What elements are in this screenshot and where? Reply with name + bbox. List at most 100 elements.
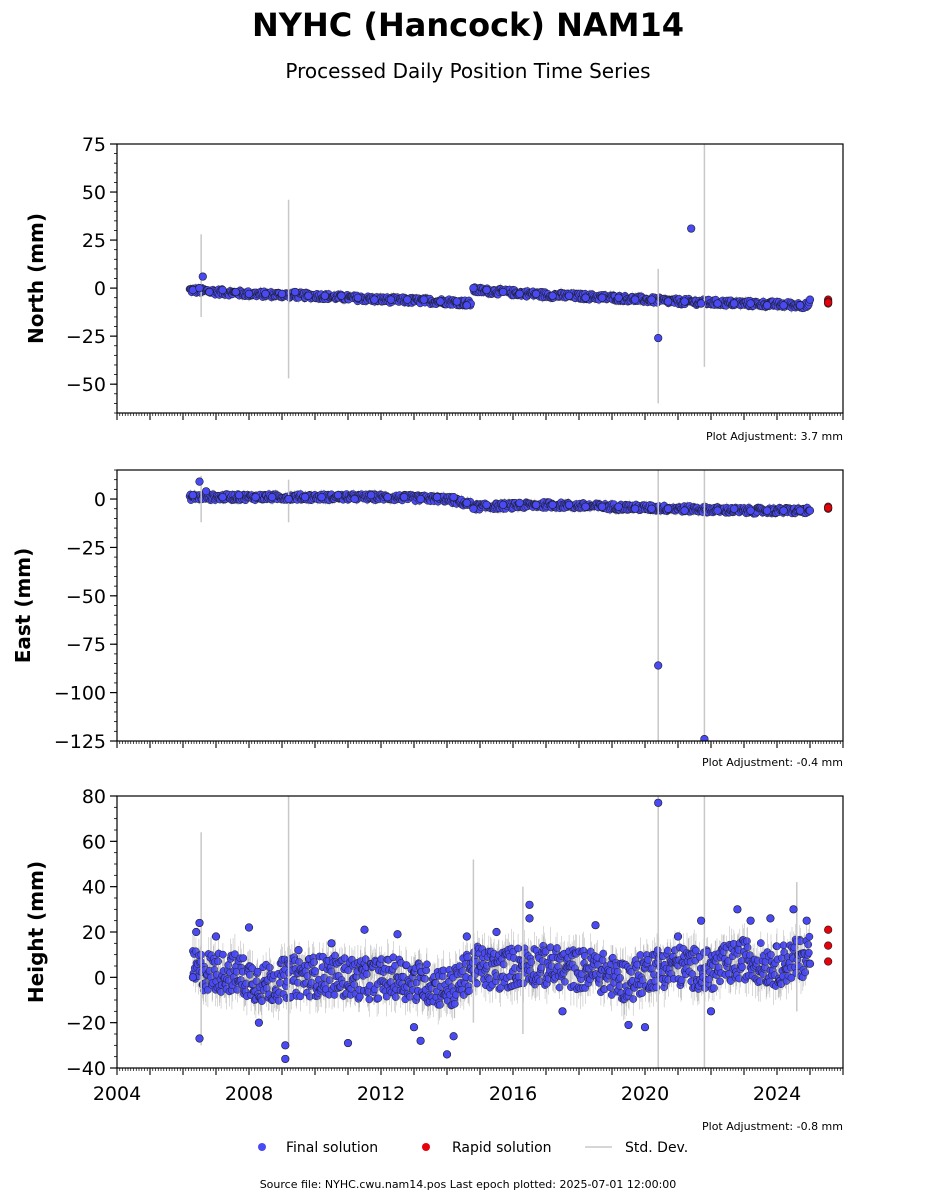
height-final-point (195, 918, 204, 928)
north-final-point (353, 293, 363, 302)
height-final-point (802, 916, 811, 925)
height-final-point (254, 1018, 263, 1027)
north-final-point (548, 291, 557, 300)
height-ylabel: Height (mm) (24, 861, 48, 1003)
height-final-point (624, 1020, 633, 1030)
height-ytick-label: 80 (82, 786, 106, 808)
height-final-point (281, 1054, 290, 1064)
east-ytick-label: −75 (66, 634, 106, 656)
height-ytick-label: −40 (66, 1058, 106, 1080)
north-final-point (654, 333, 663, 343)
xtick-label: 2008 (225, 1083, 273, 1105)
east-final-point (663, 504, 673, 513)
north-final-point (762, 301, 772, 310)
height-final-point (640, 1023, 650, 1032)
height-plot-adjustment: Plot Adjustment: -0.8 mm (702, 1120, 843, 1133)
north-final-point (198, 272, 207, 281)
east-final-point (433, 493, 442, 502)
east-final-point (548, 500, 557, 509)
north-ytick-label: −50 (66, 374, 106, 396)
north-final-point (581, 293, 590, 302)
east-final-point (367, 491, 376, 500)
height-final-point (766, 914, 775, 923)
height-final-point (409, 1023, 419, 1032)
height-ytick-label: 60 (82, 831, 106, 853)
north-final-point (515, 289, 524, 298)
north-final-point (680, 297, 689, 306)
north-final-point (403, 295, 412, 304)
east-final-point (334, 491, 343, 500)
height-final-point (442, 1050, 452, 1059)
chart-subtitle: Processed Daily Position Time Series (285, 59, 650, 83)
height-final-point (706, 1007, 716, 1016)
height-panel: −40 −20 0 20 40 60 80 2004 2008 2012 2016 2020 2024 H… (24, 786, 844, 1105)
east-final-point (531, 500, 541, 509)
east-ytick-label: −50 (66, 586, 106, 608)
north-final-point (696, 299, 706, 308)
north-ytick-label: −25 (66, 326, 106, 348)
east-final-point (416, 494, 425, 504)
north-final-point (805, 295, 815, 304)
legend-rapid-marker (422, 1143, 430, 1151)
legend-final-label: Final solution (286, 1140, 378, 1156)
north-final-point (687, 224, 696, 233)
north-final-point (337, 291, 346, 300)
east-final-point (218, 493, 227, 502)
height-ytick-label: 20 (82, 922, 106, 944)
north-final-point (218, 285, 227, 295)
east-final-point (630, 504, 640, 513)
height-final-point (805, 959, 815, 968)
xtick-label: 2020 (621, 1083, 669, 1105)
height-final-point (343, 1038, 353, 1048)
height-final-band (189, 921, 814, 1025)
east-ytick-label: −125 (54, 731, 106, 753)
height-final-point (696, 916, 706, 925)
height-final-point (294, 946, 303, 955)
height-final-point (244, 923, 254, 932)
north-final-point (462, 301, 471, 310)
height-final-point (195, 1034, 204, 1043)
north-final-point (195, 284, 204, 293)
east-final-point (317, 493, 326, 502)
north-final-point (729, 299, 739, 308)
north-final-point (244, 289, 254, 298)
north-ytick-label: 75 (82, 134, 106, 156)
height-final-point (449, 1032, 458, 1041)
east-final-point (383, 493, 392, 502)
legend: Final solution Rapid solution Std. Dev. (258, 1140, 688, 1156)
east-final-point (268, 493, 277, 502)
north-final-point (663, 297, 673, 306)
north-ytick-label: 50 (82, 182, 106, 204)
east-final-point (469, 504, 478, 513)
east-plot-area (185, 470, 833, 741)
east-final-point (795, 506, 805, 515)
east-final-point (462, 498, 471, 508)
north-ytick-label: 25 (82, 230, 106, 252)
east-final-point (515, 498, 524, 508)
height-final-point (733, 905, 742, 914)
north-final-point (320, 291, 330, 300)
north-final-point (436, 297, 445, 306)
north-panel: −50 −25 0 25 50 75 North (mm) (24, 134, 844, 420)
height-final-point (327, 939, 336, 948)
north-final-point (795, 301, 805, 310)
height-final-point (591, 921, 600, 930)
height-ytick-label: 40 (82, 877, 106, 899)
east-final-point (564, 500, 574, 509)
east-final-point (195, 477, 204, 486)
east-final-point (700, 734, 709, 741)
east-final-point (762, 506, 772, 515)
north-rapid-point (824, 298, 833, 307)
height-final-point (393, 930, 402, 939)
height-final-point (746, 916, 755, 925)
north-final-point (614, 293, 623, 302)
height-rapid-point (824, 941, 833, 950)
east-final-point (713, 506, 722, 515)
east-final-point (400, 493, 409, 502)
north-final-point (261, 289, 270, 298)
north-final-point (469, 284, 478, 293)
height-final-point (462, 932, 471, 941)
height-ytick-label: 0 (94, 967, 106, 989)
north-final-point (419, 295, 429, 304)
